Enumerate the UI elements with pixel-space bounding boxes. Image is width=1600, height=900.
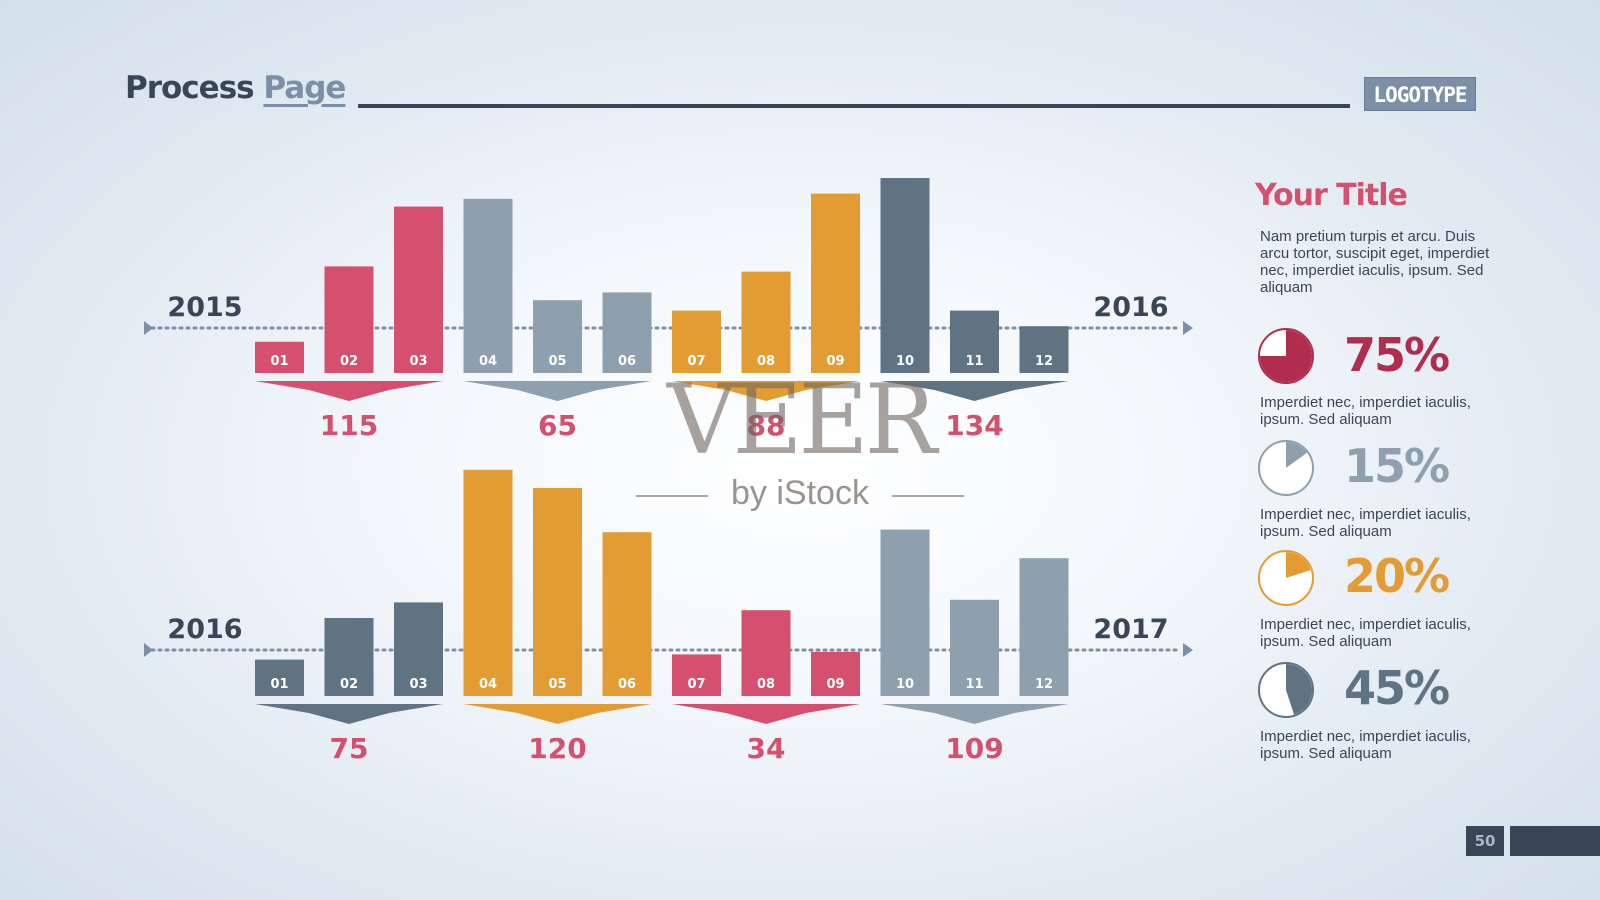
chart-2-start-label: 2016 xyxy=(167,614,242,645)
chart-2-bar-02 xyxy=(324,618,374,696)
chart-2-bar-08 xyxy=(741,610,791,696)
chart-2-tick-label-09: 09 xyxy=(826,677,844,692)
chart-1-tick-label-09: 09 xyxy=(826,354,844,369)
stat-text-2: Imperdiet nec, imperdiet iaculis, ipsum.… xyxy=(1260,506,1471,540)
page-title-main: Process xyxy=(125,70,255,106)
logotype: LOGOTYPE xyxy=(1364,77,1476,111)
stat-value-2: 15% xyxy=(1344,439,1450,493)
chart-1-bar-09 xyxy=(811,193,860,373)
chart-1-start-label: 2015 xyxy=(167,292,242,323)
chart-1-bar-02 xyxy=(324,266,374,373)
chart-1-axis-arrow-right xyxy=(1183,321,1193,335)
chart-2-group-total-2: 120 xyxy=(528,732,586,765)
chart-1-bar-01 xyxy=(255,341,304,373)
chart-1-group-arrow-3 xyxy=(672,381,860,401)
chart-1-tick-label-05: 05 xyxy=(548,354,566,369)
chart-2-bar-09 xyxy=(811,651,860,696)
chart-2-group-total-1: 75 xyxy=(330,732,369,765)
page-title-accent: Page xyxy=(263,70,346,106)
stat-value-4: 45% xyxy=(1344,661,1450,715)
page-footer-bar xyxy=(1510,826,1600,856)
stat-pie-2-slice xyxy=(1286,442,1308,468)
stat-pie-3-slice xyxy=(1286,552,1311,578)
chart-2-bar-04 xyxy=(463,469,513,696)
chart-2-bar-07 xyxy=(672,654,721,696)
stat-text-4: Imperdiet nec, imperdiet iaculis, ipsum.… xyxy=(1260,728,1471,762)
chart-2-tick-label-08: 08 xyxy=(757,677,775,692)
chart-1-bar-07 xyxy=(672,310,721,373)
chart-2-bar-01 xyxy=(255,659,304,696)
chart-1-group-arrow-1 xyxy=(255,381,443,401)
chart-1-tick-label-11: 11 xyxy=(965,354,983,369)
chart-2-tick-label-04: 04 xyxy=(479,677,497,692)
stat-pie-4-slice xyxy=(1286,664,1313,715)
chart-2-axis-arrow-left xyxy=(144,643,153,657)
chart-2-group-arrow-1 xyxy=(255,704,443,724)
sidebar-title: Your Title xyxy=(1255,178,1408,213)
chart-1-bar-04 xyxy=(463,198,513,373)
chart-2-tick-label-11: 11 xyxy=(965,677,983,692)
chart-1-group-arrow-4 xyxy=(880,381,1069,401)
stat-value-1: 75% xyxy=(1344,328,1450,382)
chart-1-bar-03 xyxy=(394,206,443,373)
chart-2-group-arrow-2 xyxy=(463,704,652,724)
chart-1-group-total-3: 88 xyxy=(747,409,786,442)
chart-2-bar-10 xyxy=(880,529,930,696)
chart-1-tick-label-06: 06 xyxy=(618,354,636,369)
chart-2-tick-label-05: 05 xyxy=(548,677,566,692)
chart-2-tick-label-02: 02 xyxy=(340,677,358,692)
chart-2-bar-03 xyxy=(394,602,443,696)
chart-2-bar-12 xyxy=(1019,558,1069,696)
stat-text-1: Imperdiet nec, imperdiet iaculis, ipsum.… xyxy=(1260,394,1471,428)
stat-pie-2 xyxy=(1258,440,1314,496)
chart-2-tick-label-12: 12 xyxy=(1035,677,1053,692)
page-number: 50 xyxy=(1466,826,1504,856)
chart-1-axis-arrow-left xyxy=(144,321,153,335)
chart-1-tick-label-10: 10 xyxy=(896,354,914,369)
chart-2-group-arrow-4 xyxy=(880,704,1069,724)
stat-pie-1 xyxy=(1258,328,1314,384)
chart-2-tick-label-03: 03 xyxy=(409,677,427,692)
chart-1-tick-label-12: 12 xyxy=(1035,354,1053,369)
chart-1-bar-12 xyxy=(1019,326,1069,373)
chart-1-bar-06 xyxy=(602,292,652,373)
chart-1-bar-08 xyxy=(741,271,791,373)
chart-2-bar-06 xyxy=(602,532,652,696)
chart-1-group-total-2: 65 xyxy=(538,409,577,442)
chart-1-end-label: 2016 xyxy=(1093,292,1168,323)
chart-2-axis-arrow-right xyxy=(1183,643,1193,657)
stat-text-3: Imperdiet nec, imperdiet iaculis, ipsum.… xyxy=(1260,616,1471,650)
chart-2-group-total-4: 109 xyxy=(945,732,1003,765)
chart-2-group-total-3: 34 xyxy=(747,732,786,765)
chart-2-tick-label-10: 10 xyxy=(896,677,914,692)
chart-1-tick-label-01: 01 xyxy=(270,354,288,369)
chart-1-tick-label-03: 03 xyxy=(409,354,427,369)
sidebar-intro: Nam pretium turpis et arcu. Duis arcu to… xyxy=(1260,228,1490,296)
stat-pie-3 xyxy=(1258,550,1314,606)
chart-2-bar-11 xyxy=(950,599,999,696)
chart-2-tick-label-07: 07 xyxy=(687,677,705,692)
chart-1-tick-label-07: 07 xyxy=(687,354,705,369)
chart-1-tick-label-08: 08 xyxy=(757,354,775,369)
chart-1-group-arrow-2 xyxy=(463,381,652,401)
chart-1-group-total-4: 134 xyxy=(945,409,1003,442)
chart-1-bar-11 xyxy=(950,310,999,373)
chart-2-tick-label-01: 01 xyxy=(270,677,288,692)
chart-1-bar-10 xyxy=(880,178,930,373)
chart-2-group-arrow-3 xyxy=(672,704,860,724)
chart-1-bar-05 xyxy=(533,300,582,373)
bar-charts: 2015 2016 01 02 03 04 05 06 07 08 09 10 11 12 115 65 88 1… xyxy=(144,178,1193,765)
stat-value-3: 20% xyxy=(1344,549,1450,603)
chart-2-end-label: 2017 xyxy=(1093,614,1168,645)
page-title: Process Page xyxy=(125,70,346,106)
chart-1-tick-label-04: 04 xyxy=(479,354,497,369)
stat-pie-1-slice xyxy=(1260,330,1312,382)
chart-1-group-total-1: 115 xyxy=(320,409,378,442)
stat-pie-4 xyxy=(1258,662,1314,718)
chart-2-bar-05 xyxy=(533,488,582,696)
chart-2-tick-label-06: 06 xyxy=(618,677,636,692)
chart-1-tick-label-02: 02 xyxy=(340,354,358,369)
header-rule xyxy=(358,104,1350,108)
